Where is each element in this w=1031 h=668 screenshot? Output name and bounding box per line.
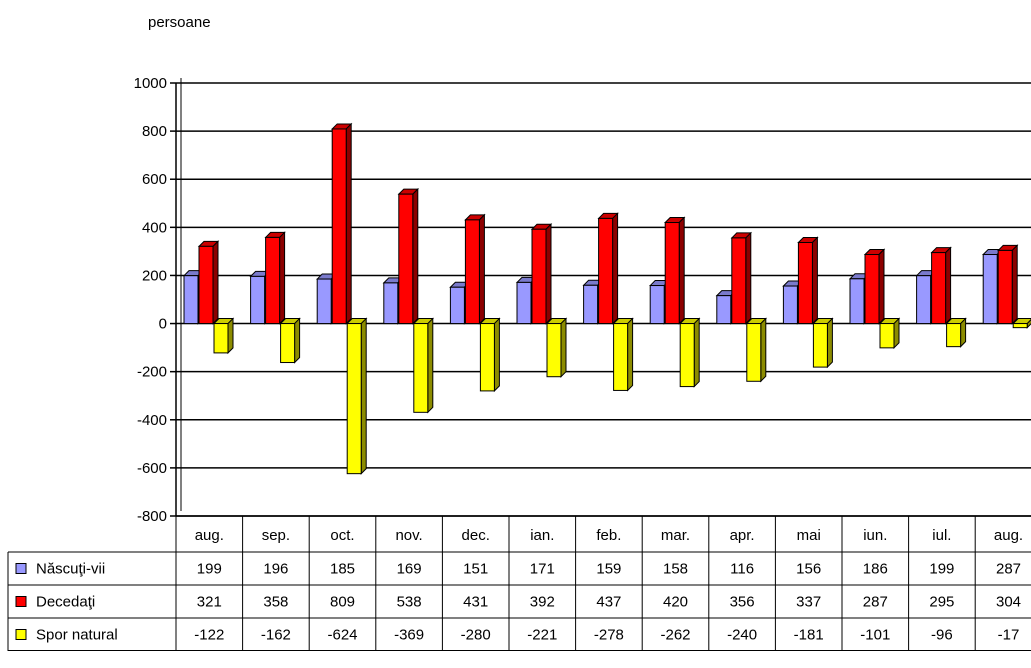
data-label: 158	[663, 561, 688, 578]
bar-2-9	[812, 317, 834, 369]
bar-1-6	[597, 212, 619, 325]
bar-2-10	[878, 317, 901, 350]
bar-1-1	[264, 231, 286, 325]
bar-2-5	[545, 317, 568, 378]
y-tick-label: -600	[137, 460, 167, 477]
y-axis-unit-label: persoane	[148, 14, 211, 31]
x-tick-label: ian.	[530, 527, 554, 544]
data-label: 169	[397, 561, 422, 578]
data-label: 287	[863, 594, 888, 611]
x-tick-label: nov.	[395, 527, 422, 544]
bar-2-8	[745, 317, 768, 383]
x-tick-label: mar.	[661, 527, 690, 544]
x-tick-label: sep.	[262, 527, 290, 544]
legend-entry: Decedaţi	[36, 594, 95, 611]
bar-2-6	[612, 317, 634, 392]
data-label: -96	[931, 627, 953, 644]
data-label: 295	[929, 594, 954, 611]
y-tick-label: 400	[142, 219, 167, 236]
data-label: -240	[727, 627, 757, 644]
x-tick-label: iul.	[932, 527, 951, 544]
bar-1-7	[663, 216, 686, 325]
legend-swatch	[15, 563, 27, 574]
data-label: -17	[998, 627, 1020, 644]
bar-1-2	[330, 122, 353, 325]
data-label: 287	[996, 561, 1021, 578]
y-tick-label: 600	[142, 171, 167, 188]
data-label: -278	[594, 627, 624, 644]
y-tick-label: 800	[142, 123, 167, 140]
legend-swatch	[15, 596, 27, 607]
bar-2-4	[479, 317, 501, 393]
data-label: 196	[263, 561, 288, 578]
data-label: 538	[397, 594, 422, 611]
data-label: 151	[463, 561, 488, 578]
data-label: 356	[730, 594, 755, 611]
bar-1-5	[530, 223, 553, 325]
data-label: -162	[261, 627, 291, 644]
data-label: 199	[197, 561, 222, 578]
data-label: -181	[794, 627, 824, 644]
y-tick-label: 1000	[134, 75, 167, 92]
y-tick-label: -200	[137, 364, 167, 381]
legend-swatch	[15, 629, 27, 640]
bar-1-11	[930, 246, 952, 325]
bar-1-8	[730, 231, 753, 325]
data-label: 321	[197, 594, 222, 611]
x-tick-label: oct.	[330, 527, 354, 544]
data-label: 431	[463, 594, 488, 611]
bar-1-3	[397, 187, 420, 325]
data-label: -122	[194, 627, 224, 644]
bar-1-9	[797, 236, 819, 325]
bar-2-11	[945, 317, 967, 348]
data-label: 185	[330, 561, 355, 578]
data-label: 186	[863, 561, 888, 578]
x-tick-label: iun.	[863, 527, 887, 544]
x-tick-label: feb.	[596, 527, 621, 544]
data-label: 392	[530, 594, 555, 611]
data-label: 116	[730, 561, 754, 578]
data-label: 156	[796, 561, 821, 578]
y-tick-label: -800	[137, 508, 167, 525]
data-label: 199	[929, 561, 954, 578]
legend-entry: Spor natural	[36, 627, 118, 644]
bar-2-3	[412, 317, 435, 414]
x-tick-label: aug.	[994, 527, 1023, 544]
x-tick-label: aug.	[195, 527, 224, 544]
bar-1-4	[464, 213, 486, 325]
data-label: 159	[596, 561, 621, 578]
bar-2-2	[345, 317, 368, 475]
data-label: -624	[327, 627, 357, 644]
bar-2-0	[212, 317, 235, 355]
data-label: -369	[394, 627, 424, 644]
data-label: 304	[996, 594, 1021, 611]
x-tick-label: mai	[797, 527, 821, 544]
data-label: -101	[860, 627, 890, 644]
data-label: 437	[596, 594, 621, 611]
data-label: 420	[663, 594, 688, 611]
y-tick-label: -400	[137, 412, 167, 429]
y-tick-label: 0	[159, 316, 167, 333]
y-tick-label: 200	[142, 267, 167, 284]
data-label: -262	[660, 627, 690, 644]
data-label: 337	[796, 594, 821, 611]
data-label: -221	[527, 627, 557, 644]
bar-2-1	[279, 317, 301, 364]
legend-entry: Născuţi-vii	[36, 561, 105, 578]
x-tick-label: dec.	[462, 527, 490, 544]
bar-2-7	[678, 317, 701, 388]
data-label: 171	[530, 561, 555, 578]
x-tick-label: apr.	[730, 527, 755, 544]
bar-1-12	[996, 244, 1019, 325]
bar-1-10	[863, 248, 886, 325]
data-label: 809	[330, 594, 355, 611]
data-label: 358	[263, 594, 288, 611]
bar-1-0	[197, 240, 220, 325]
data-label: -280	[461, 627, 491, 644]
